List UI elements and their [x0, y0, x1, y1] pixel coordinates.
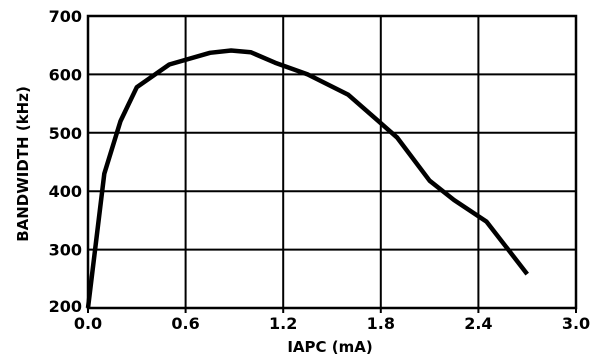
x-tick-label: 0.0 — [74, 314, 102, 333]
y-tick-label: 500 — [49, 124, 82, 143]
x-tick-label: 2.4 — [464, 314, 492, 333]
x-tick-label: 0.6 — [171, 314, 199, 333]
y-tick-label: 700 — [49, 7, 82, 26]
bandwidth-curve — [85, 48, 529, 309]
x-axis-title: IAPC (mA) — [287, 338, 372, 356]
grid-lines — [88, 16, 576, 308]
series-layer — [85, 48, 529, 309]
y-tick-label: 400 — [49, 182, 82, 201]
y-tick-label: 200 — [49, 297, 82, 316]
y-tick-label: 600 — [49, 65, 82, 84]
y-tick-label: 300 — [49, 241, 82, 260]
x-tick-label: 1.2 — [269, 314, 297, 333]
y-axis-title: BANDWIDTH (kHz) — [14, 86, 32, 242]
plot-frame — [86, 14, 578, 313]
x-tick-labels: 0.0 0.6 1.2 1.8 2.4 3.0 — [74, 314, 590, 333]
plot-border — [86, 14, 578, 310]
x-tick-label: 1.8 — [367, 314, 395, 333]
y-tick-labels: 200 300 400 500 600 700 — [49, 7, 82, 316]
x-tick-label: 3.0 — [562, 314, 590, 333]
